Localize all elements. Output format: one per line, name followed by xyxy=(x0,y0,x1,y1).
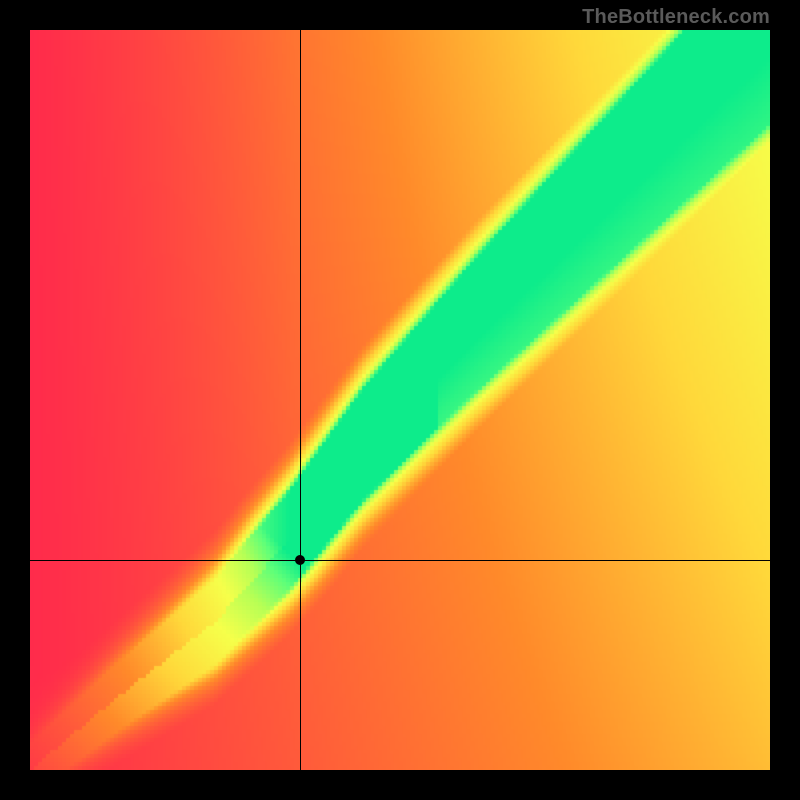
chart-frame: TheBottleneck.com xyxy=(0,0,800,800)
heatmap-canvas xyxy=(30,30,770,770)
watermark-text: TheBottleneck.com xyxy=(582,6,770,29)
crosshair-horizontal xyxy=(30,560,770,561)
crosshair-vertical xyxy=(300,30,301,770)
bottleneck-point xyxy=(295,555,305,565)
plot-area xyxy=(30,30,770,770)
